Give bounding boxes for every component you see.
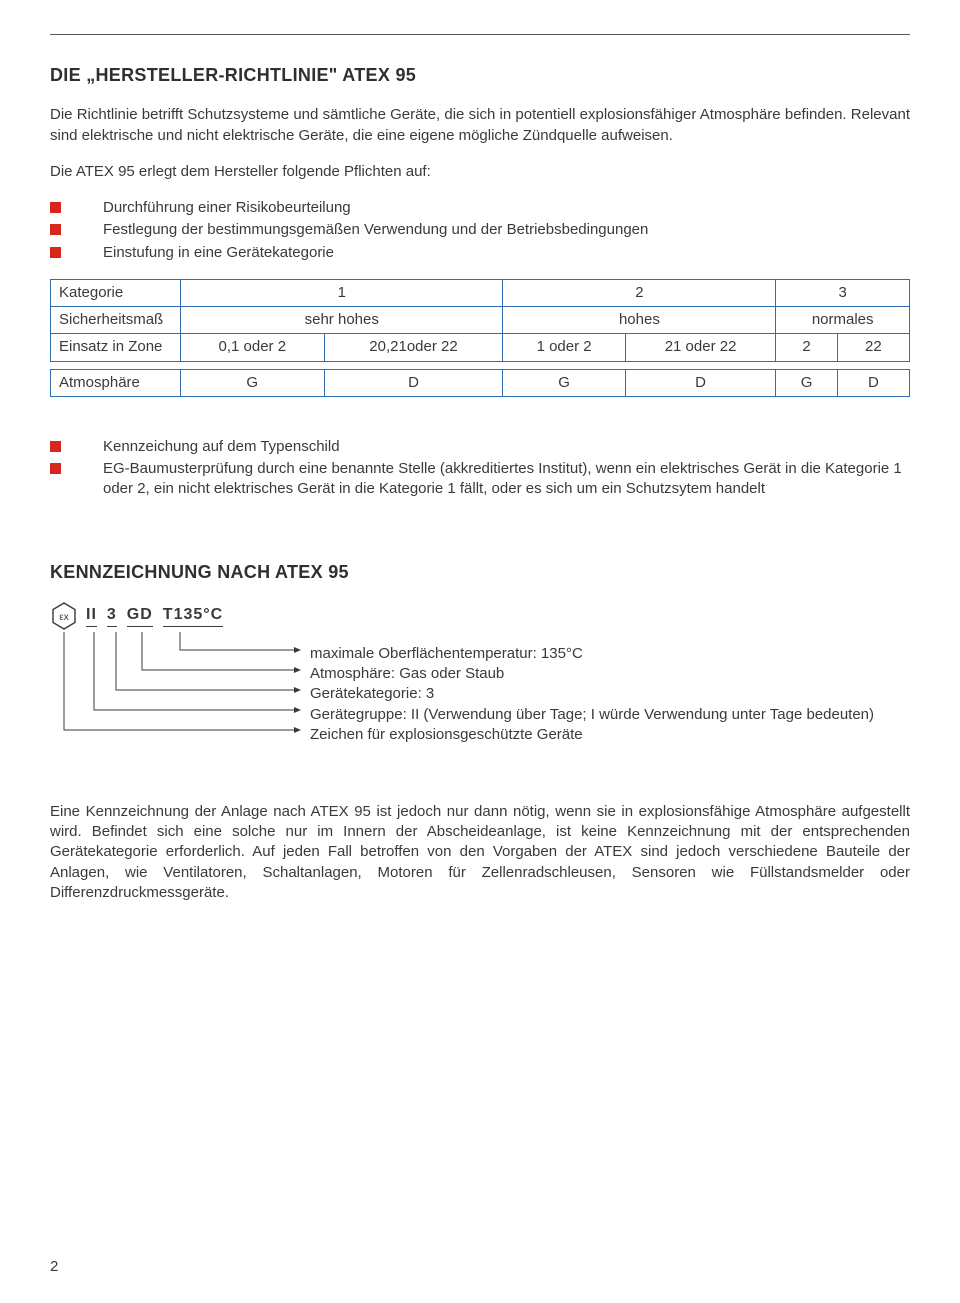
heading-atex95: DIE „HERSTELLER-RICHTLINIE" ATEX 95	[50, 63, 910, 87]
table-cell: 20,21oder 22	[324, 334, 503, 361]
list-item-text: Festlegung der bestimmungsgemäßen Verwen…	[103, 220, 648, 240]
row-label: Sicherheitsmaß	[51, 307, 181, 334]
explanation-line: maximale Oberflächentemperatur: 135°C	[310, 644, 874, 664]
table-cell: normales	[776, 307, 910, 334]
bullet-square-icon	[50, 247, 61, 258]
table-cell: D	[324, 369, 503, 396]
table-row: AtmosphäreGDGDGD	[51, 369, 910, 396]
explanation-line: Atmosphäre: Gas oder Staub	[310, 664, 874, 684]
table-gap-row	[51, 361, 910, 369]
table-row: Sicherheitsmaßsehr hoheshohesnormales	[51, 307, 910, 334]
callout-lines	[50, 602, 310, 752]
list-item: Durchführung einer Risikobeurteilung	[50, 198, 910, 218]
table-cell: G	[503, 369, 625, 396]
table-cell: hohes	[503, 307, 776, 334]
list-item-text: Durchführung einer Risikobeurteilung	[103, 198, 351, 218]
table-row: Kategorie123	[51, 279, 910, 306]
row-label: Kategorie	[51, 279, 181, 306]
heading-kennzeichnung: KENNZEICHNUNG NACH ATEX 95	[50, 560, 910, 584]
bullet-square-icon	[50, 441, 61, 452]
table-cell: 1	[181, 279, 503, 306]
table-cell: 2	[776, 334, 837, 361]
marking-diagram: εx II3GDT135°C maximale Oberflächentemp	[50, 602, 910, 752]
list-item: Kennzeichung auf dem Typenschild	[50, 437, 910, 457]
marking-explanations: maximale Oberflächentemperatur: 135°CAtm…	[310, 644, 874, 745]
explanation-line: Gerätekategorie: 3	[310, 684, 874, 704]
page-number: 2	[50, 1257, 58, 1277]
list-item-text: Kennzeichung auf dem Typenschild	[103, 437, 340, 457]
table-cell: 22	[837, 334, 909, 361]
table-cell: G	[776, 369, 837, 396]
list-item: EG-Baumusterprüfung durch eine benannte …	[50, 459, 910, 500]
list-item-text: Einstufung in eine Gerätekategorie	[103, 243, 334, 263]
bullet-square-icon	[50, 463, 61, 474]
row-label: Atmosphäre	[51, 369, 181, 396]
explanation-line: Gerätegruppe: II (Verwendung über Tage; …	[310, 705, 874, 725]
table-cell: 21 oder 22	[625, 334, 776, 361]
duties-list: Durchführung einer RisikobeurteilungFest…	[50, 198, 910, 263]
table-cell: 0,1 oder 2	[181, 334, 325, 361]
table-cell: 1 oder 2	[503, 334, 625, 361]
row-label: Einsatz in Zone	[51, 334, 181, 361]
additional-list: Kennzeichung auf dem TypenschildEG-Baumu…	[50, 437, 910, 500]
explanation-line: Zeichen für explosionsgeschützte Geräte	[310, 725, 874, 745]
table-cell: 2	[503, 279, 776, 306]
bullet-square-icon	[50, 202, 61, 213]
list-item: Einstufung in eine Gerätekategorie	[50, 243, 910, 263]
duties-intro: Die ATEX 95 erlegt dem Hersteller folgen…	[50, 162, 910, 182]
category-table: Kategorie123Sicherheitsmaßsehr hoheshohe…	[50, 279, 910, 397]
table-cell: D	[837, 369, 909, 396]
table-row: Einsatz in Zone0,1 oder 220,21oder 221 o…	[51, 334, 910, 361]
bullet-square-icon	[50, 224, 61, 235]
table-cell: sehr hohes	[181, 307, 503, 334]
intro-paragraph: Die Richtlinie betrifft Schutzsysteme un…	[50, 105, 910, 146]
table-cell: D	[625, 369, 776, 396]
list-item-text: EG-Baumusterprüfung durch eine benannte …	[103, 459, 910, 500]
top-horizontal-rule	[50, 34, 910, 35]
closing-paragraph: Eine Kennzeichnung der Anlage nach ATEX …	[50, 802, 910, 903]
table-cell: 3	[776, 279, 910, 306]
list-item: Festlegung der bestimmungsgemäßen Verwen…	[50, 220, 910, 240]
table-cell: G	[181, 369, 325, 396]
